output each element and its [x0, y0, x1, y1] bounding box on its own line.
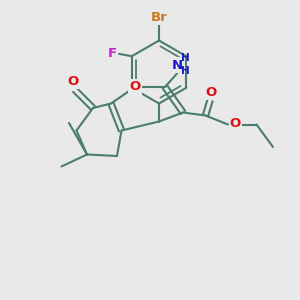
Text: H: H	[181, 53, 190, 64]
Text: F: F	[108, 47, 117, 60]
Text: O: O	[68, 75, 79, 88]
Text: H: H	[181, 65, 190, 76]
Text: O: O	[205, 85, 216, 99]
Text: Br: Br	[151, 11, 167, 24]
Text: O: O	[129, 80, 141, 94]
Text: O: O	[230, 117, 241, 130]
Text: N: N	[171, 58, 183, 72]
